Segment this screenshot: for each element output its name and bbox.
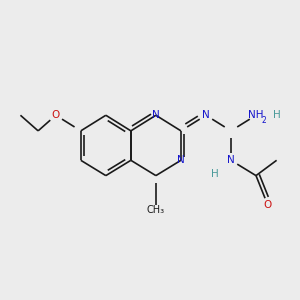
Text: N: N	[177, 155, 185, 165]
Text: O: O	[52, 110, 60, 120]
Text: N: N	[227, 155, 235, 165]
Text: H: H	[273, 110, 280, 120]
Text: O: O	[264, 200, 272, 210]
Text: NH: NH	[248, 110, 264, 120]
Text: N: N	[152, 110, 160, 120]
Text: H: H	[211, 169, 219, 179]
Text: N: N	[202, 110, 210, 120]
Text: N: N	[227, 155, 235, 165]
Text: 2: 2	[262, 116, 267, 125]
Text: CH₃: CH₃	[147, 205, 165, 215]
